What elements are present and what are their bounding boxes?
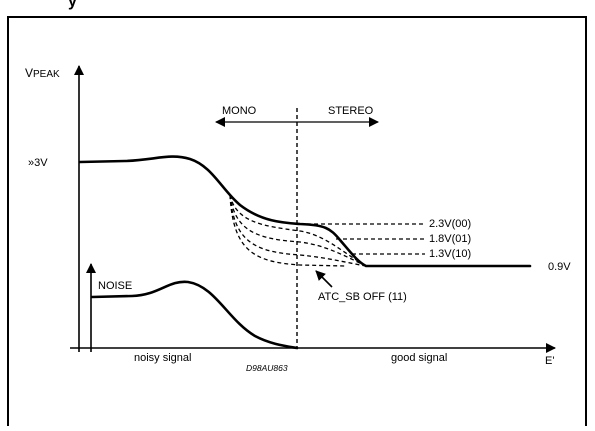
header-fragment: y	[68, 0, 77, 10]
threshold-label-10: 1.3V(10)	[429, 248, 471, 260]
mono-label: MONO	[222, 105, 257, 117]
reference-code: D98AU863	[246, 363, 288, 373]
noisy-signal-label: noisy signal	[134, 352, 191, 364]
threshold-label-00: 2.3V(00)	[429, 218, 471, 230]
level-3v-label: »3V	[28, 157, 48, 169]
stereo-label: STEREO	[328, 105, 374, 117]
atc-label: ATC_SB OFF (11)	[318, 291, 407, 303]
x-axis-label: E'	[545, 355, 554, 367]
atc-pointer-arrow	[315, 270, 333, 288]
noise-curve	[90, 280, 299, 350]
threshold-label-01: 1.8V(01)	[429, 233, 471, 245]
threshold-curve-11	[229, 194, 346, 267]
good-signal-label: good signal	[391, 352, 447, 364]
threshold-curve-01	[229, 194, 367, 267]
diagram-frame	[7, 16, 587, 426]
floor-level-label: 0.9V	[548, 261, 571, 273]
y-axis-label: VPEAK	[25, 66, 60, 80]
noise-label: NOISE	[98, 280, 132, 292]
vpeak-curve	[78, 155, 532, 268]
threshold-curve-00	[229, 194, 367, 267]
